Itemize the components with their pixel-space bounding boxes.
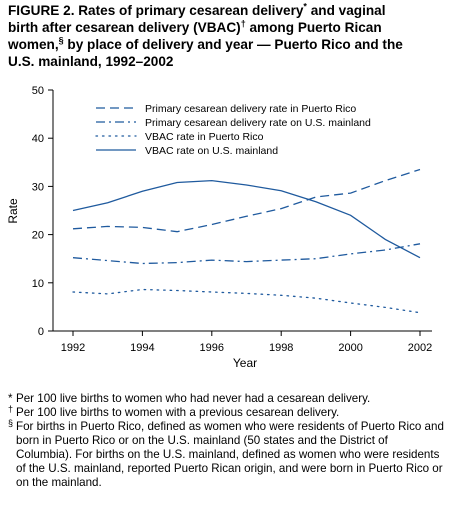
x-tick-label: 1994 <box>130 342 154 354</box>
x-axis-label: Year <box>233 356 257 370</box>
y-tick-label: 50 <box>32 85 44 97</box>
legend-label-3: VBAC rate in Puerto Rico <box>145 131 264 143</box>
y-tick-label: 30 <box>32 181 44 193</box>
y-axis: 0 10 20 30 40 50 Rate <box>6 85 54 338</box>
y-axis-label: Rate <box>6 198 20 224</box>
footnote-2: † Per 100 live births to women with a pre… <box>8 404 340 419</box>
x-tick-label: 1998 <box>269 342 293 354</box>
figure-title: FIGURE 2. Rates of primary cesarean deli… <box>8 2 444 70</box>
title-line-1: FIGURE 2. Rates of primary cesarean deli… <box>8 1 386 18</box>
line-chart: 0 10 20 30 40 50 Rate 1992 1994 1996 1998 2000 200… <box>6 85 432 370</box>
legend: Primary cesarean delivery rate in Puerto… <box>95 103 371 157</box>
footnote-1: * Per 100 live births to women who had ne… <box>8 392 371 405</box>
series-line-4 <box>72 179 421 259</box>
series-lines <box>72 168 421 314</box>
title-line-2: birth after cesarean delivery (VBAC)† am… <box>8 18 382 35</box>
title-line-3: women,§ by place of delivery and year — … <box>8 35 403 52</box>
y-tick-label: 0 <box>38 326 44 338</box>
y-tick-label: 10 <box>32 278 44 290</box>
y-tick-label: 20 <box>32 230 44 242</box>
legend-label-2: Primary cesarean delivery rate on U.S. m… <box>145 117 371 129</box>
legend-label-4: VBAC rate on U.S. mainland <box>145 145 278 157</box>
x-tick-label: 1992 <box>61 342 85 354</box>
footnotes: * Per 100 live births to women who had ne… <box>8 392 444 490</box>
series-line-3 <box>72 288 421 314</box>
legend-label-1: Primary cesarean delivery rate in Puerto… <box>145 103 356 115</box>
x-tick-label: 2000 <box>338 342 362 354</box>
series-line-1 <box>72 168 421 233</box>
x-tick-label: 2002 <box>408 342 432 354</box>
x-axis: 1992 1994 1996 1998 2000 2002 Year <box>53 330 432 370</box>
x-tick-label: 1996 <box>200 342 224 354</box>
series-line-2 <box>72 243 421 265</box>
y-tick-label: 40 <box>32 133 44 145</box>
footnote-3: § For births in Puerto Rico, defined as w… <box>8 418 444 489</box>
title-line-4: U.S. mainland, 1992–2002 <box>8 54 174 69</box>
